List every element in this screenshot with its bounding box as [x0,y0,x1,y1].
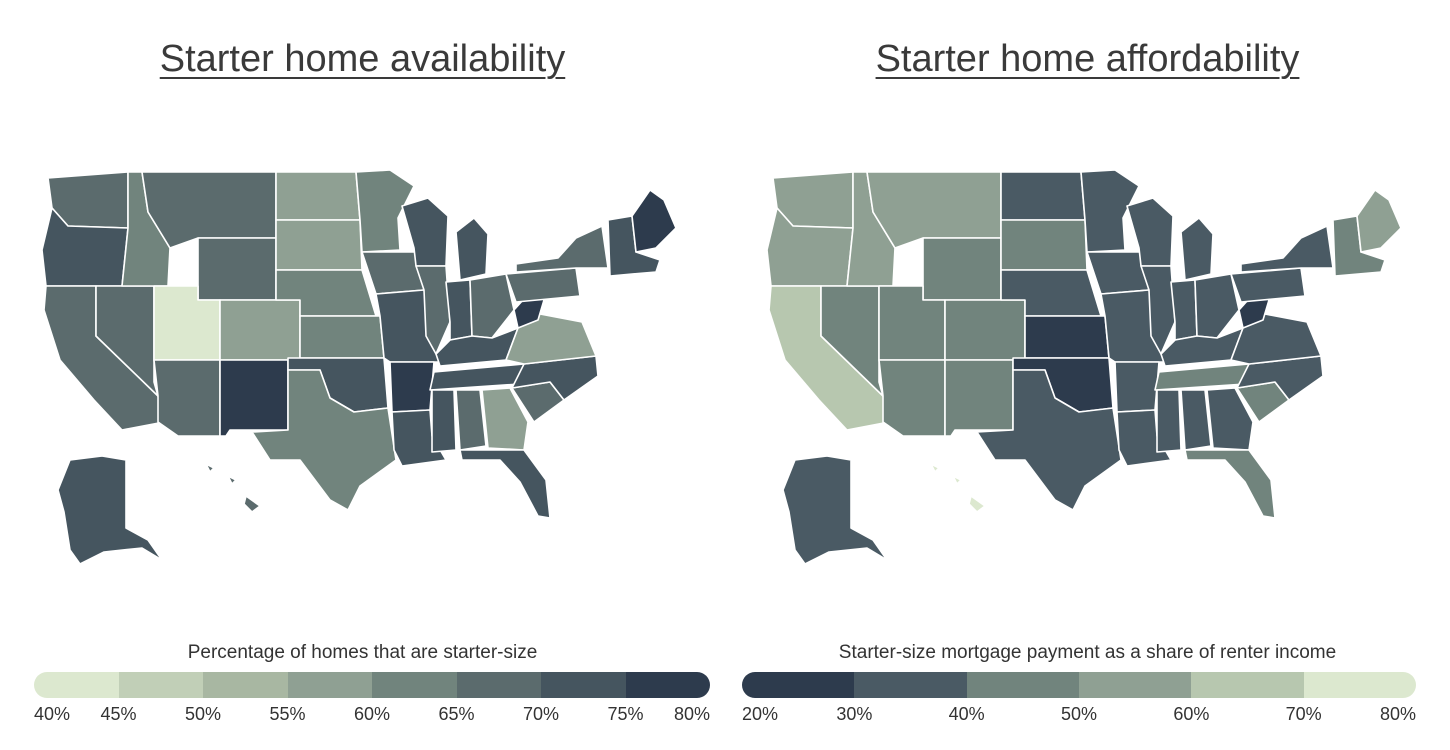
legend-swatch [625,672,710,698]
legend-tick-label: 20% [742,704,779,724]
affordability-panel: Starter home affordability Starter-size … [725,0,1450,750]
legend-tick-label: 50% [1060,704,1098,724]
state-mi [455,217,489,281]
state-ga [481,387,529,451]
legend-tick-label: 70% [1285,704,1322,724]
legend-swatch [1191,672,1304,698]
state-tn [429,363,525,391]
legend-tick-label: 40% [948,704,985,724]
state-pa [1230,267,1306,303]
state-hi [205,463,261,513]
legend-swatch [456,672,541,698]
legend-swatch [1303,672,1416,698]
availability-legend-label: Percentage of homes that are starter-siz… [187,642,538,663]
legend-swatch [372,672,457,698]
state-tx [251,369,397,511]
state-ar [1114,361,1160,413]
state-ar [389,361,435,413]
state-mt [866,171,1002,249]
state-pa [505,267,581,303]
affordability-legend-ticks: 20% 30% 40% 50% 60% 70% 80% [742,704,1416,728]
state-wy [922,237,1002,301]
state-ms [431,389,457,453]
state-me [631,189,677,253]
legend-swatch [541,672,626,698]
affordability-title: Starter home affordability [875,38,1300,80]
legend-swatch [1078,672,1192,698]
state-me [1356,189,1402,253]
state-sd [275,219,363,271]
state-tn [1154,363,1250,391]
state-al [1180,389,1212,451]
state-ny [515,225,609,273]
state-mn [1080,169,1140,253]
availability-legend-ticks: 40% 45% 50% 55% 60% 65% 70% 75% 80% [34,704,710,728]
state-ks [1024,315,1110,359]
state-ga [1206,387,1254,451]
legend-tick-label: 50% [184,704,222,724]
legend-tick-label: 65% [438,704,475,724]
affordability-legend-label: Starter-size mortgage payment as a share… [838,642,1337,663]
legend-tick-label: 75% [607,704,644,724]
state-ak [782,455,888,565]
state-nd [1000,171,1086,221]
state-mn [355,169,415,253]
legend-swatch [742,672,855,698]
state-in [1170,279,1198,341]
availability-panel: Starter home availability Percentage of … [34,38,710,728]
legend-tick-label: 80% [673,704,710,724]
availability-map [41,169,677,565]
state-nm [219,359,289,437]
affordability-legend-bar [742,672,1416,698]
state-in [445,279,473,341]
state-az [153,359,221,437]
legend-tick-label: 55% [269,704,306,724]
state-tx [976,369,1122,511]
state-fl [1184,449,1276,519]
state-mi [1180,217,1214,281]
legend-tick-label: 80% [1379,704,1416,724]
legend-swatch [118,672,203,698]
legend-tick-label: 45% [100,704,137,724]
state-co [944,299,1026,361]
state-nd [275,171,361,221]
legend-swatch [203,672,288,698]
state-co [219,299,301,361]
legend-tick-label: 60% [353,704,391,724]
state-wy [197,237,277,301]
state-ms [1156,389,1182,453]
state-ks [299,315,385,359]
legend-swatch [966,672,1079,698]
legend-swatch [287,672,372,698]
state-oh [469,273,515,339]
state-az [878,359,946,437]
state-nm [944,359,1014,437]
affordability-map [766,169,1402,565]
legend-swatch [854,672,967,698]
state-sd [1000,219,1088,271]
availability-legend-bar [34,672,710,698]
legend-tick-label: 40% [34,704,71,724]
legend-swatch [34,672,119,698]
legend-tick-label: 70% [522,704,560,724]
state-oh [1194,273,1240,339]
state-mt [141,171,277,249]
state-ny [1240,225,1334,273]
state-al [455,389,487,451]
legend-tick-label: 30% [836,704,873,724]
state-hi [930,463,986,513]
legend-tick-label: 60% [1173,704,1210,724]
state-fl [459,449,551,519]
state-ak [57,455,163,565]
availability-title: Starter home availability [159,38,566,80]
